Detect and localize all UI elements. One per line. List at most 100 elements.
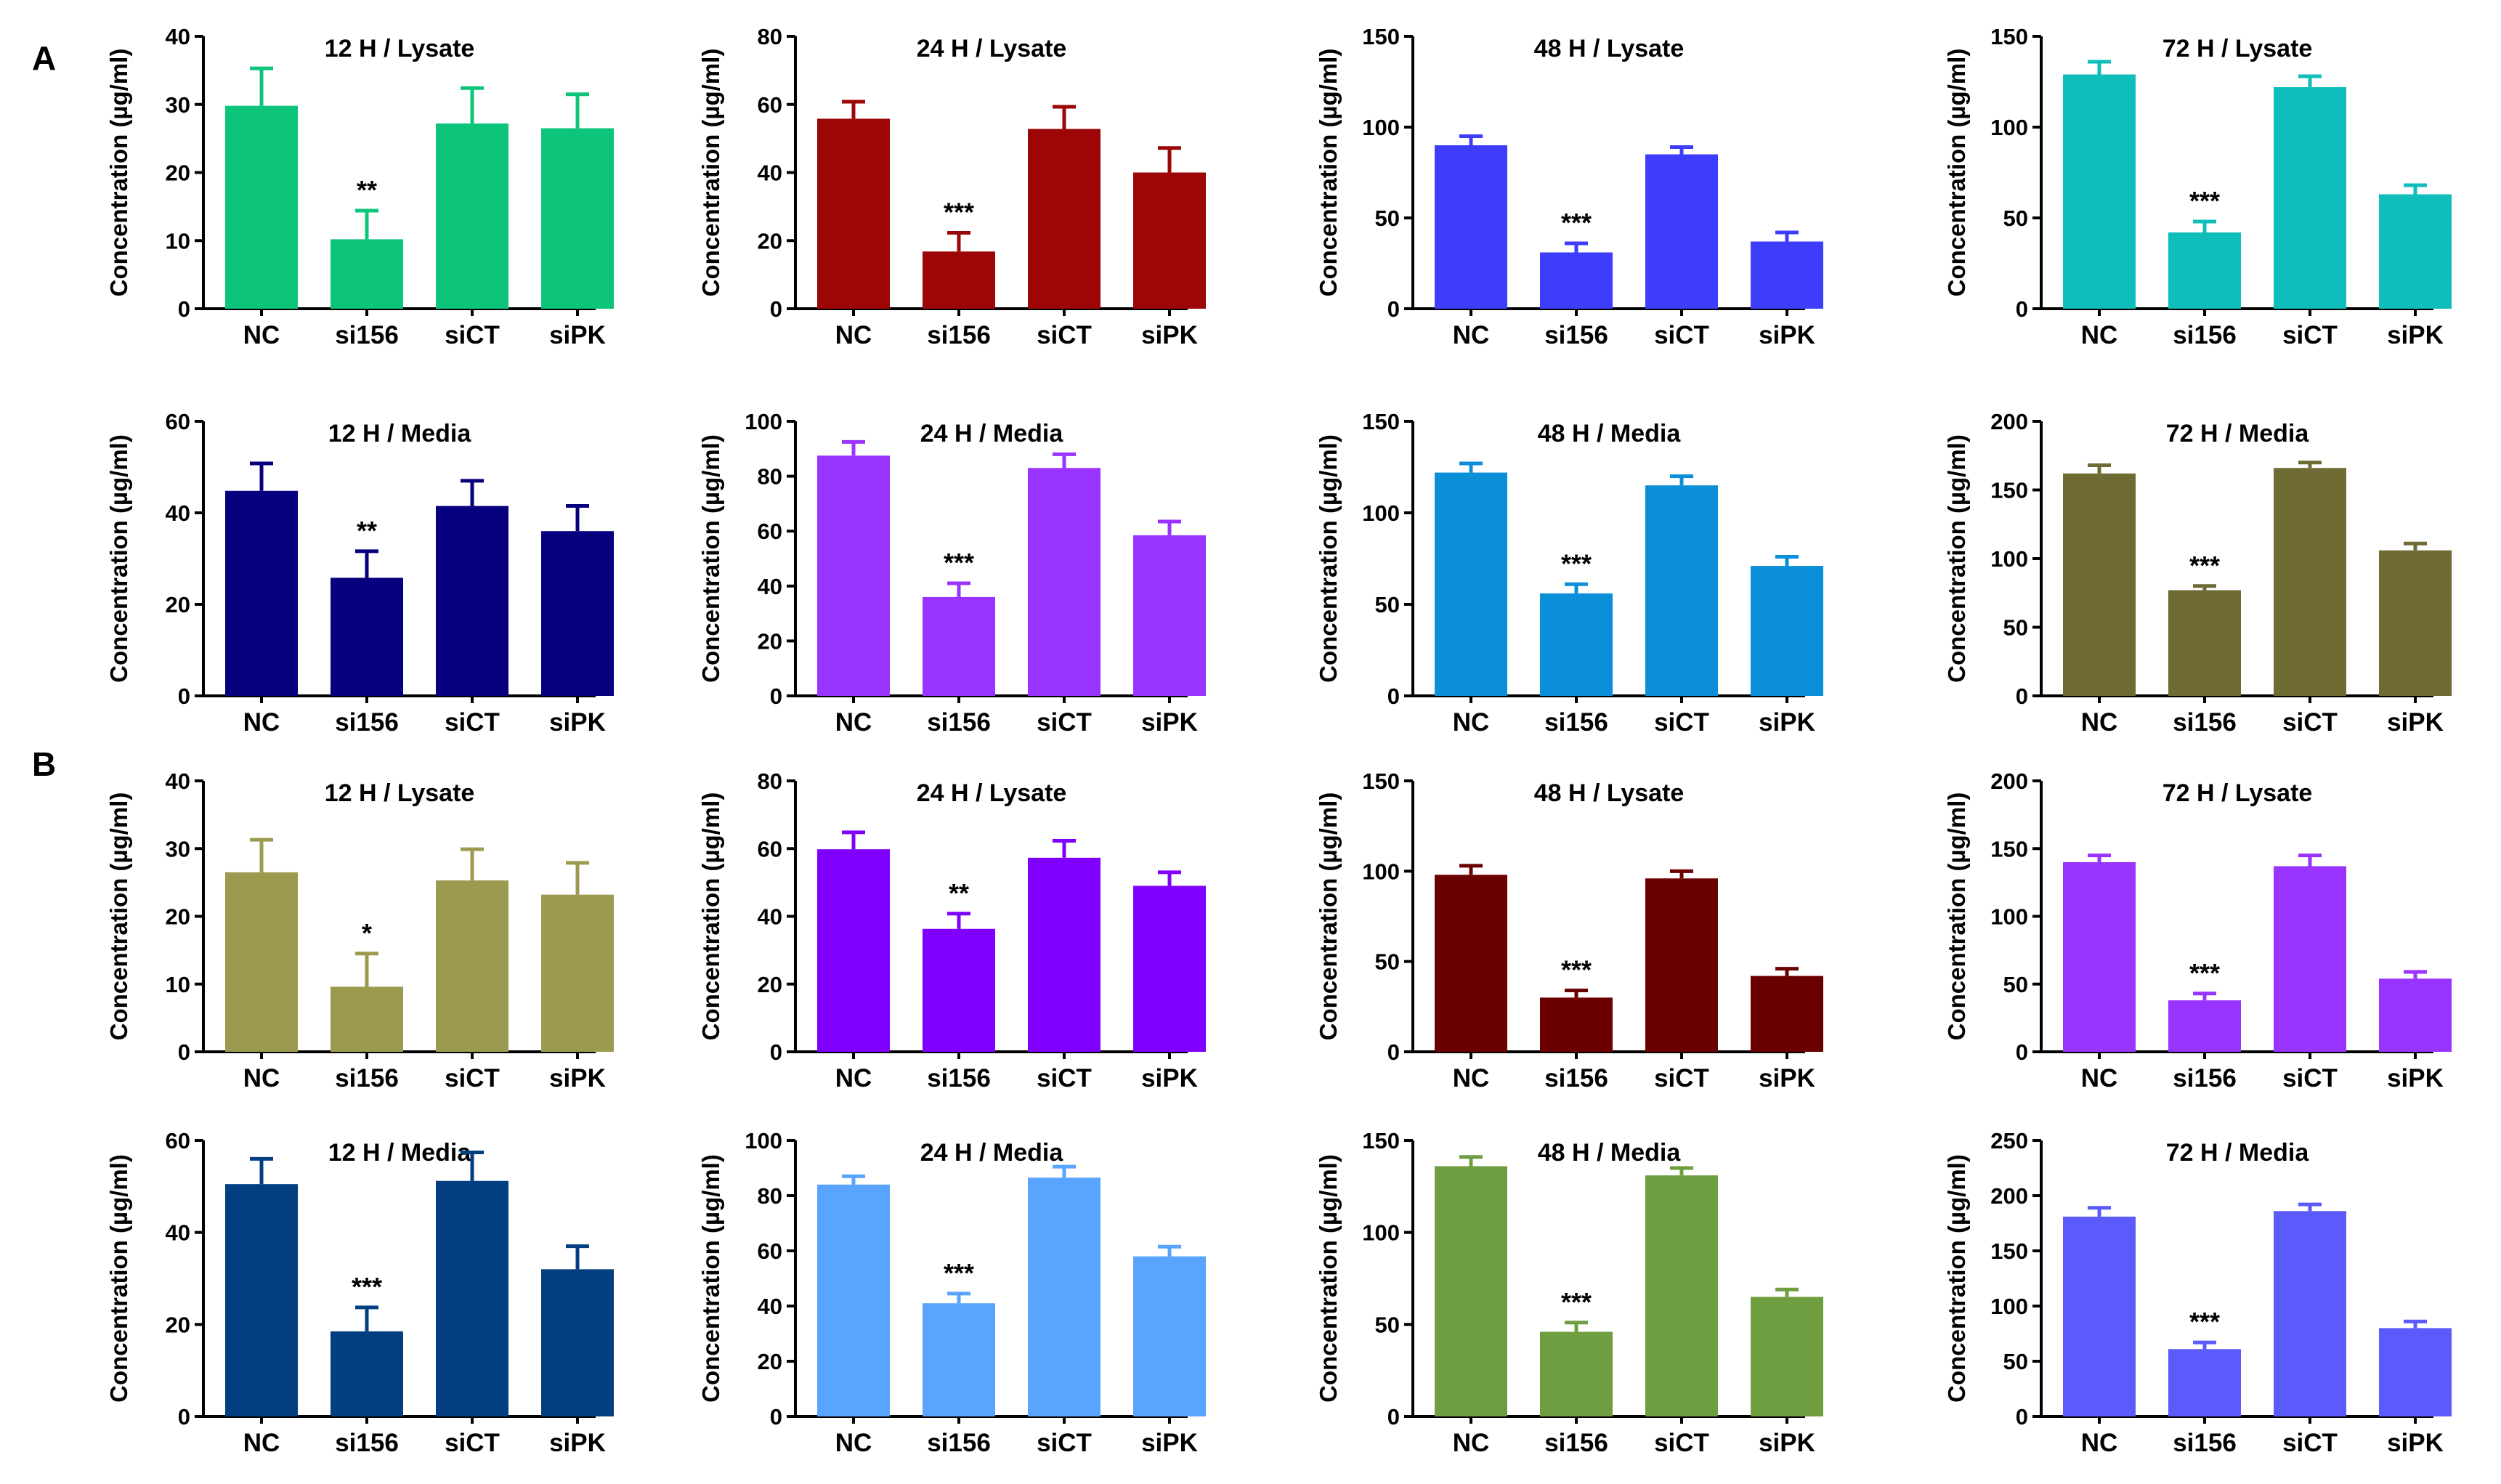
- y-axis-label: Concentration (µg/ml): [697, 434, 724, 683]
- category-label: NC: [1453, 1429, 1490, 1457]
- chart-title: 48 H / Lysate: [1534, 779, 1685, 807]
- category-label: siPK: [1759, 321, 1815, 349]
- category-label: si156: [335, 1064, 399, 1092]
- significance-mark: *: [362, 918, 372, 948]
- bar: [2063, 74, 2136, 309]
- category-label: si156: [2173, 1064, 2237, 1092]
- chart-3: 48 H / Lysate Concentration (µg/ml) 0 50 100…: [1315, 24, 1823, 349]
- category-label: si156: [1544, 708, 1608, 737]
- y-axis-label: Concentration (µg/ml): [1315, 1154, 1342, 1403]
- bar: [1540, 593, 1613, 696]
- y-axis-label: Concentration (µg/ml): [1315, 434, 1342, 683]
- y-tick-label: 200: [1990, 1183, 2028, 1209]
- category-label: siPK: [549, 1064, 606, 1092]
- significance-mark: ***: [944, 1258, 974, 1288]
- bar: [1751, 1297, 1823, 1416]
- y-tick-label: 60: [758, 836, 782, 861]
- significance-mark: ***: [1561, 1287, 1592, 1317]
- bar: [1133, 172, 1206, 309]
- category-label: siPK: [1141, 1064, 1198, 1092]
- bar: [2063, 1216, 2136, 1416]
- bar: [2274, 468, 2346, 696]
- y-tick-label: 150: [1990, 836, 2028, 861]
- category-label: siPK: [1141, 1429, 1198, 1457]
- y-tick-label: 20: [758, 972, 782, 997]
- category-label: siCT: [2282, 1064, 2338, 1092]
- category-label: siPK: [1759, 1064, 1815, 1092]
- y-tick-label: 0: [1387, 684, 1400, 709]
- category-label: NC: [1453, 321, 1490, 349]
- bar: [225, 872, 298, 1052]
- category-label: siPK: [2387, 708, 2444, 737]
- y-tick-label: 10: [166, 228, 190, 254]
- bar: [331, 1331, 403, 1416]
- category-label: siCT: [1037, 1064, 1092, 1092]
- y-axis-label: Concentration (µg/ml): [697, 49, 724, 297]
- chart-16: 72 H / Media Concentration (µg/ml) 0 50 100 1…: [1943, 1128, 2452, 1457]
- bar: [1751, 976, 1823, 1052]
- y-tick-label: 0: [178, 1039, 190, 1065]
- y-tick-label: 0: [770, 296, 782, 322]
- category-label: siPK: [1759, 1429, 1815, 1457]
- bar: [1540, 997, 1613, 1052]
- bar: [817, 849, 890, 1052]
- bar: [1435, 472, 1507, 696]
- category-label: siCT: [445, 1064, 500, 1092]
- y-tick-label: 40: [758, 1294, 782, 1319]
- bar: [1133, 535, 1206, 696]
- y-tick-label: 100: [1362, 859, 1400, 884]
- bar: [225, 105, 298, 309]
- bar: [817, 1184, 890, 1416]
- chart-title: 72 H / Lysate: [2162, 35, 2313, 62]
- y-tick-label: 40: [166, 769, 190, 794]
- significance-mark: ***: [944, 548, 974, 577]
- y-tick-label: 20: [166, 904, 190, 930]
- y-tick-label: 20: [166, 592, 190, 617]
- bar: [1751, 566, 1823, 696]
- y-tick-label: 0: [2016, 1404, 2028, 1430]
- bar: [225, 490, 298, 696]
- category-label: siCT: [2282, 321, 2338, 349]
- bar: [923, 596, 995, 696]
- category-label: siCT: [2282, 1429, 2338, 1457]
- category-label: siPK: [1759, 708, 1815, 737]
- y-axis-label: Concentration (µg/ml): [697, 792, 724, 1041]
- bar: [2063, 861, 2136, 1052]
- category-label: NC: [2081, 1064, 2118, 1092]
- y-tick-label: 200: [1990, 409, 2028, 434]
- y-tick-label: 0: [1387, 1404, 1400, 1430]
- bar: [923, 1303, 995, 1416]
- y-tick-label: 0: [770, 1039, 782, 1065]
- y-axis-label: Concentration (µg/ml): [105, 792, 132, 1041]
- y-tick-label: 50: [2003, 206, 2028, 231]
- bar: [2274, 1211, 2346, 1416]
- charts-container: 12 H / Lysate Concentration (µg/ml) 0 10 20 3…: [105, 24, 2452, 1457]
- y-tick-label: 0: [2016, 684, 2028, 709]
- bar: [1645, 1175, 1718, 1416]
- category-label: NC: [243, 321, 280, 349]
- bar: [2168, 590, 2241, 696]
- category-label: NC: [1453, 708, 1490, 737]
- y-tick-label: 50: [1375, 949, 1400, 975]
- chart-6: 24 H / Media Concentration (µg/ml) 0 20 40 60…: [697, 409, 1206, 737]
- significance-mark: ***: [944, 197, 974, 227]
- chart-title: 12 H / Media: [328, 1139, 472, 1167]
- y-tick-label: 150: [1362, 1128, 1400, 1153]
- bar: [2379, 550, 2452, 696]
- category-label: si156: [927, 321, 991, 349]
- bar: [2274, 866, 2346, 1052]
- bar: [436, 506, 508, 696]
- y-tick-label: 20: [758, 628, 782, 654]
- y-tick-label: 150: [1362, 769, 1400, 794]
- bar: [1645, 154, 1718, 309]
- category-label: NC: [243, 1429, 280, 1457]
- y-tick-label: 100: [1990, 546, 2028, 572]
- significance-mark: ***: [1561, 954, 1592, 984]
- bar: [2168, 1349, 2241, 1416]
- y-tick-label: 0: [2016, 296, 2028, 322]
- y-axis-label: Concentration (µg/ml): [105, 434, 132, 683]
- y-tick-label: 100: [745, 409, 782, 434]
- bar: [2379, 194, 2452, 309]
- y-tick-label: 0: [1387, 296, 1400, 322]
